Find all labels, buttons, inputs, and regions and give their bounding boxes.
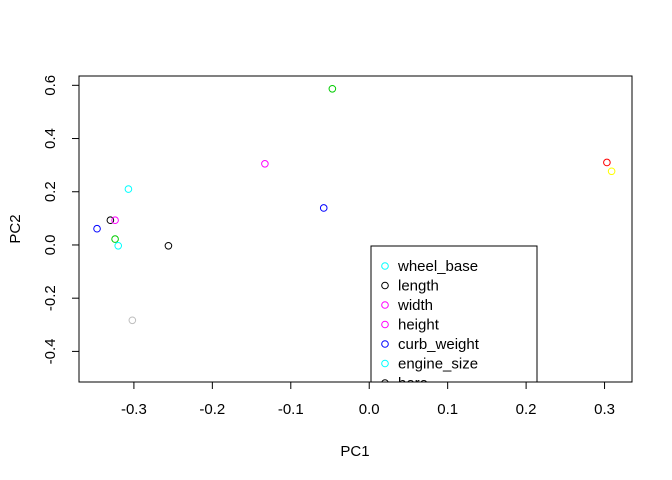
legend-label: width [397,297,433,314]
x-tick-label: -0.2 [199,401,225,418]
legend-label: length [398,278,439,295]
x-tick-label: 0.2 [516,401,537,418]
legend-box [370,245,538,382]
legend-marker [381,320,389,329]
x-tick-label: 0.1 [437,401,458,418]
data-point [114,241,123,250]
x-tick-label: -0.1 [278,401,304,418]
data-point [93,224,101,233]
x-axis-label: PC1 [340,443,369,460]
legend-marker [381,359,389,368]
x-tick-label: -0.3 [121,401,147,418]
data-point [111,216,119,225]
y-tick-label: 0.2 [42,181,59,202]
y-axis: -0.4 -0.2 0.0 0.2 0.4 0.6 [42,75,80,364]
y-tick-label: -0.4 [42,338,59,364]
data-point [261,160,269,168]
legend-marker [381,281,389,290]
y-tick-label: 0.4 [42,128,59,149]
data-point [328,84,337,93]
legend-marker [381,379,389,382]
data-points [93,84,616,325]
data-point [106,216,115,225]
legend-label: bore [398,375,428,392]
legend-marker [381,262,389,270]
x-tick-label: 0.3 [594,401,615,418]
plot-frame [78,75,633,383]
y-tick-label: -0.2 [42,285,59,311]
legend-label: curb_weight [398,336,480,353]
y-axis-label: PC2 [7,214,24,243]
x-tick-label: 0.0 [359,401,380,418]
data-point [124,185,133,193]
legend-label: engine_size [398,356,478,373]
legend-marker [381,340,389,348]
y-tick-label: 0.0 [42,235,59,256]
data-point [111,235,119,243]
data-point [319,204,328,212]
legend-marker [381,301,389,309]
x-axis: -0.3 -0.2 -0.1 0.0 0.1 0.2 0.3 [121,381,615,418]
data-point [164,241,173,250]
legend-label: height [398,317,440,334]
data-point [128,316,137,325]
data-point [607,167,616,176]
y-tick-label: 0.6 [42,75,59,96]
legend-label: wheel_base [397,258,478,275]
data-point [603,158,611,167]
